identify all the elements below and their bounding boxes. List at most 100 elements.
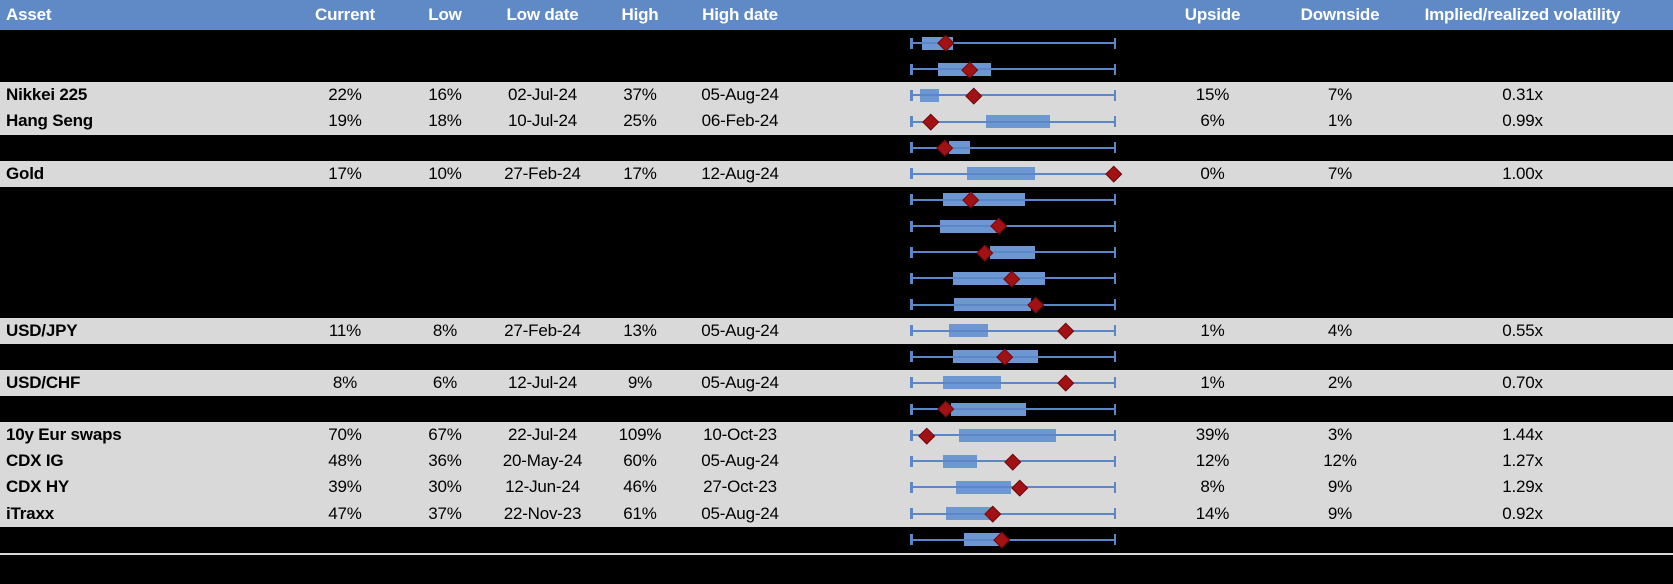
high-cell: 60% — [623, 451, 657, 471]
whisker-cap-right — [1113, 63, 1116, 75]
range-plot-cell — [795, 344, 1145, 370]
upside-cell: 1% — [1200, 320, 1225, 340]
low-date-cell: 20-May-24 — [502, 451, 583, 471]
whisker-cap-right — [1113, 481, 1116, 493]
whisker-cap-right — [1113, 455, 1116, 467]
table-row-usd-chf: USD/CHF 8% 6% 12-Jul-24 9% 05-Aug-24 1% 2% 0.70x — [0, 369, 1673, 396]
current-cell: 11% — [328, 320, 362, 340]
range-box-whisker-plot — [910, 239, 1116, 265]
range-whisker — [910, 408, 1116, 411]
range-box-whisker-plot — [910, 527, 1116, 553]
column-header-range-plot — [795, 0, 1145, 30]
low-date-cell: 27-Feb-24 — [504, 163, 581, 183]
range-box-whisker-plot — [910, 30, 1116, 56]
range-plot-cell — [795, 448, 1145, 474]
current-cell: 47% — [328, 503, 362, 523]
low-cell: 10% — [428, 163, 462, 183]
high-cell: 61% — [623, 503, 657, 523]
whisker-cap-right — [1113, 534, 1116, 546]
table-row-unlabeled — [0, 526, 1673, 553]
whisker-cap-left — [910, 299, 913, 310]
asset-cell: Gold — [6, 163, 44, 183]
whisker-cap-left — [910, 89, 913, 101]
asset-cell: CDX HY — [6, 477, 70, 497]
downside-cell: 7% — [1327, 163, 1353, 183]
current-value-diamond-marker — [1011, 479, 1029, 496]
high-cell: 17% — [623, 163, 657, 183]
range-whisker — [910, 303, 1116, 306]
low-date-cell: 10-Jul-24 — [507, 111, 578, 131]
whisker-cap-right — [1113, 403, 1116, 415]
whisker-cap-right — [1113, 37, 1116, 49]
range-whisker — [910, 329, 1116, 332]
range-plot-cell — [795, 108, 1145, 134]
high-cell: 109% — [618, 425, 662, 445]
column-header-high: High — [621, 4, 659, 24]
implied-realized-vol-cell: 1.44x — [1502, 425, 1543, 445]
range-box-whisker-plot — [910, 213, 1116, 239]
range-plot-cell — [795, 135, 1145, 161]
whisker-cap-right — [1113, 299, 1116, 310]
range-box-whisker-plot — [910, 501, 1116, 527]
current-cell: 39% — [328, 477, 362, 497]
current-cell: 70% — [328, 425, 362, 445]
whisker-cap-left — [910, 142, 913, 154]
range-plot-cell — [795, 318, 1145, 344]
implied-realized-vol-cell: 0.70x — [1502, 372, 1543, 392]
whisker-cap-left — [910, 403, 913, 415]
low-date-cell: 27-Feb-24 — [504, 320, 581, 340]
range-plot-cell — [795, 56, 1145, 82]
table-row-unlabeled — [0, 239, 1673, 266]
whisker-cap-left — [910, 168, 913, 180]
range-plot-cell — [795, 265, 1145, 291]
range-box-whisker-plot — [910, 474, 1116, 500]
table-row-10y-eur-swaps: 10y Eur swaps 70% 67% 22-Jul-24 109% 10-Oct-2… — [0, 422, 1673, 449]
whisker-cap-left — [910, 377, 913, 389]
asset-cell: 10y Eur swaps — [6, 425, 122, 445]
range-plot-cell — [795, 370, 1145, 396]
downside-cell: 1% — [1327, 111, 1353, 131]
asset-cell: Hang Seng — [6, 111, 93, 131]
low-cell: 67% — [428, 425, 462, 445]
table-row-cdx-hy: CDX HY 39% 30% 12-Jun-24 46% 27-Oct-23 8% 9% 1.2… — [0, 474, 1673, 501]
table-row-cdx-ig: CDX IG 48% 36% 20-May-24 60% 05-Aug-24 12% 12% 1… — [0, 448, 1673, 475]
whisker-cap-left — [910, 508, 913, 520]
range-box-whisker-plot — [910, 318, 1116, 344]
asset-cell: CDX IG — [6, 451, 64, 471]
low-cell: 6% — [432, 372, 458, 392]
high-cell: 37% — [623, 85, 657, 105]
upside-cell: 39% — [1195, 425, 1230, 445]
low-date-cell: 02-Jul-24 — [507, 85, 578, 105]
high-date-cell: 27-Oct-23 — [703, 477, 777, 497]
range-plot-cell — [795, 501, 1145, 527]
range-box-whisker-plot — [910, 344, 1116, 370]
current-value-diamond-marker — [1057, 374, 1075, 392]
current-cell: 22% — [328, 85, 362, 105]
upside-cell: 15% — [1195, 85, 1230, 105]
high-date-cell: 10-Oct-23 — [703, 425, 777, 445]
upside-cell: 6% — [1200, 111, 1225, 131]
current-value-diamond-marker — [922, 113, 939, 130]
range-box-whisker-plot — [910, 56, 1116, 82]
range-whisker — [910, 146, 1116, 149]
range-box-whisker-plot — [910, 187, 1116, 213]
whisker-cap-right — [1113, 351, 1116, 363]
table-row-unlabeled — [0, 265, 1673, 292]
range-plot-cell — [795, 187, 1145, 213]
downside-cell: 12% — [1323, 451, 1357, 471]
high-date-cell: 12-Aug-24 — [701, 163, 779, 183]
range-whisker — [910, 225, 1116, 228]
implied-realized-vol-cell: 1.29x — [1502, 477, 1543, 497]
table-row-unlabeled — [0, 291, 1673, 318]
table-row-nikkei-225: Nikkei 225 22% 16% 02-Jul-24 37% 05-Aug-24 15%… — [0, 82, 1673, 109]
range-box-whisker-plot — [910, 108, 1116, 134]
column-header-upside: Upside — [1184, 4, 1241, 24]
downside-cell: 7% — [1327, 85, 1353, 105]
low-cell: 37% — [428, 503, 462, 523]
whisker-cap-left — [910, 220, 913, 232]
whisker-cap-right — [1113, 194, 1116, 206]
range-plot-cell — [795, 474, 1145, 500]
current-value-diamond-marker — [1004, 453, 1022, 470]
range-whisker — [910, 42, 1116, 45]
upside-cell: 0% — [1200, 163, 1225, 183]
